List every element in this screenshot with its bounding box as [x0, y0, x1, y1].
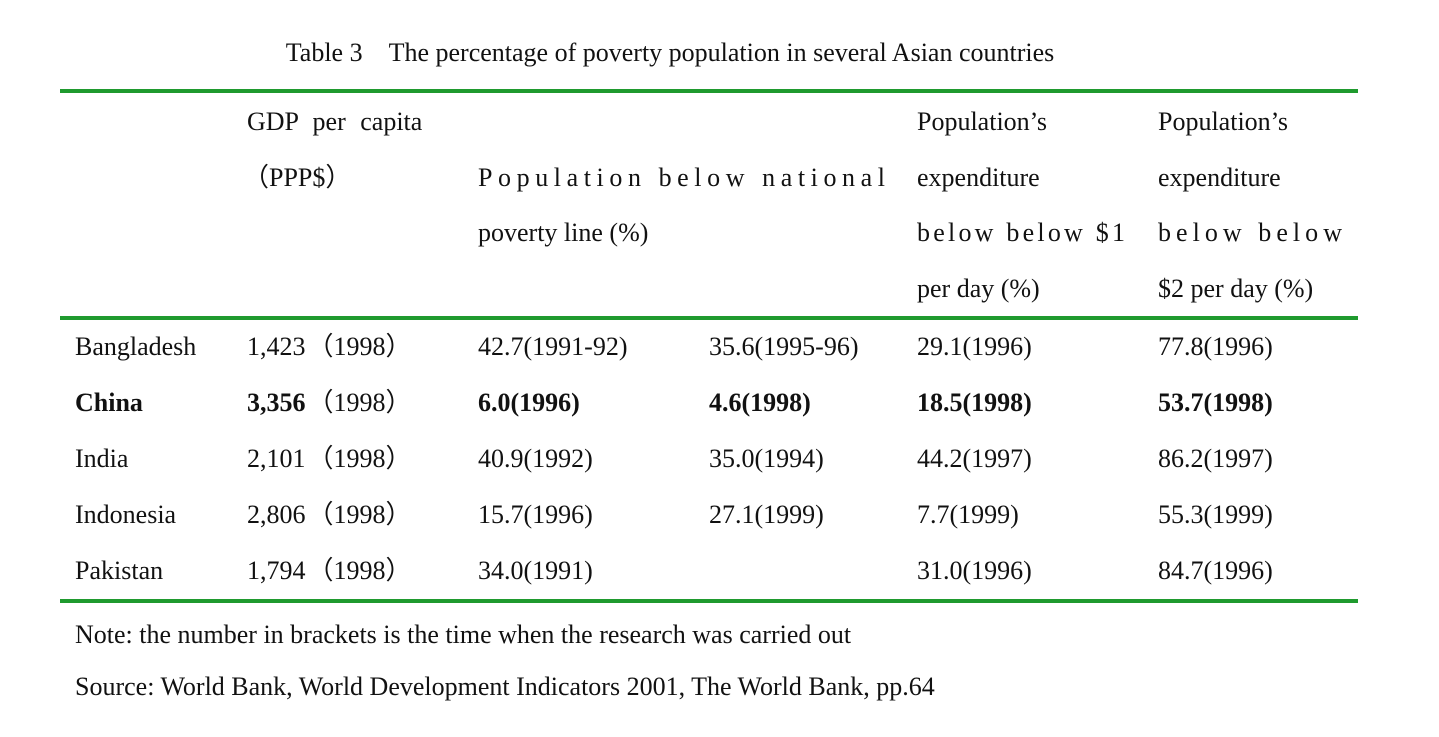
- table-cell: 27.1(1999): [709, 500, 824, 529]
- table-cell: 2,806: [247, 500, 306, 529]
- header-text: per day (%): [917, 274, 1040, 303]
- header-text: GDP per capita: [247, 107, 423, 136]
- table-cell: 6.0(1996): [478, 388, 580, 417]
- table-cell: （1998）: [308, 444, 412, 473]
- table-title: Table 3 The percentage of poverty popula…: [286, 38, 1055, 67]
- table-cell: 77.8(1996): [1158, 332, 1273, 361]
- table-cell: 55.3(1999): [1158, 500, 1273, 529]
- row-label: China: [75, 388, 143, 417]
- table-cell: 1,423: [247, 332, 306, 361]
- header-text: poverty line (%): [478, 218, 648, 247]
- note: Source: World Bank, World Development In…: [75, 672, 935, 701]
- table-cell: （1998）: [308, 500, 412, 529]
- table-cell: （1998）: [308, 388, 412, 417]
- table-cell: 44.2(1997): [917, 444, 1032, 473]
- table-cell: 31.0(1996): [917, 556, 1032, 585]
- table-cell: 42.7(1991-92): [478, 332, 627, 361]
- row-label: Bangladesh: [75, 332, 196, 361]
- table-cell: 4.6(1998): [709, 388, 811, 417]
- note: Note: the number in brackets is the time…: [75, 620, 852, 649]
- row-label: India: [75, 444, 129, 473]
- header-text: Population’s: [1158, 107, 1288, 136]
- table-cell: 84.7(1996): [1158, 556, 1273, 585]
- table-cell: （1998）: [308, 332, 412, 361]
- table-cell: 1,794: [247, 556, 306, 585]
- table-cell: 2,101: [247, 444, 306, 473]
- table-cell: 7.7(1999): [917, 500, 1019, 529]
- header-text: Population below national: [478, 163, 885, 192]
- table-cell: 18.5(1998): [917, 388, 1032, 417]
- table-cell: 34.0(1991): [478, 556, 593, 585]
- header-text: below below $1: [917, 218, 1125, 247]
- table-cell: 3,356: [247, 388, 306, 417]
- header-text: （PPP$）: [243, 163, 351, 192]
- row-label: Indonesia: [75, 500, 177, 529]
- header-text: below below: [1158, 218, 1342, 247]
- table-cell: 86.2(1997): [1158, 444, 1273, 473]
- table-cell: 29.1(1996): [917, 332, 1032, 361]
- row-label: Pakistan: [75, 556, 163, 585]
- header-text: Population’s: [917, 107, 1047, 136]
- table-cell: 53.7(1998): [1158, 388, 1273, 417]
- table-cell: （1998）: [308, 556, 412, 585]
- header-text: expenditure: [917, 163, 1040, 192]
- table-cell: 15.7(1996): [478, 500, 593, 529]
- header-text: expenditure: [1158, 163, 1281, 192]
- header-text: $2 per day (%): [1158, 274, 1313, 303]
- table-cell: 35.6(1995-96): [709, 332, 858, 361]
- table-cell: 35.0(1994): [709, 444, 824, 473]
- table-cell: 40.9(1992): [478, 444, 593, 473]
